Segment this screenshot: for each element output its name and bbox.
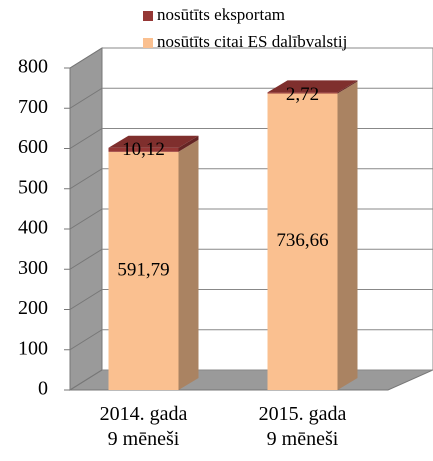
grid-line: [69, 329, 103, 351]
bar: [267, 92, 338, 94]
x-tick-label: 2015. gada 9 mēneši: [259, 403, 347, 450]
y-tick-label: 0: [38, 378, 48, 400]
bar-side: [337, 80, 358, 94]
y-tick-label: 200: [18, 297, 48, 319]
bar: [108, 147, 179, 152]
grid-line: [69, 369, 103, 391]
bar-top: [108, 135, 199, 148]
data-label: 10,12: [122, 139, 165, 160]
bar-side: [178, 135, 199, 152]
bar: [108, 151, 179, 390]
grid-line: [69, 87, 103, 109]
y-tick-label: 800: [18, 56, 48, 78]
bar-top: [267, 80, 358, 93]
grid-line: [69, 208, 103, 230]
data-label: 736,66: [276, 230, 328, 251]
bar-side: [178, 139, 199, 390]
grid-line: [69, 168, 103, 190]
bar: [267, 93, 338, 390]
y-tick-label: 100: [18, 337, 48, 359]
legend-swatch: [143, 38, 153, 48]
data-label: 2,72: [286, 84, 319, 105]
grid-line: [69, 47, 103, 69]
grid-line: [69, 128, 103, 149]
bar-side: [337, 81, 358, 390]
y-tick-label: 300: [18, 257, 48, 279]
legend-label: nosūtīts citai ES dalībvalstij: [157, 32, 347, 51]
y-tick-label: 500: [18, 176, 48, 198]
grid-line: [69, 248, 103, 270]
legend-label: nosūtīts eksportam: [157, 5, 285, 24]
x-tick-label: 2014. gada 9 mēneši: [100, 403, 188, 450]
y-tick-label: 600: [18, 136, 48, 158]
y-tick-label: 400: [18, 217, 48, 239]
y-tick-label: 700: [18, 96, 48, 118]
legend-swatch: [143, 11, 153, 21]
data-label: 591,79: [117, 259, 169, 280]
grid-line: [69, 289, 103, 310]
